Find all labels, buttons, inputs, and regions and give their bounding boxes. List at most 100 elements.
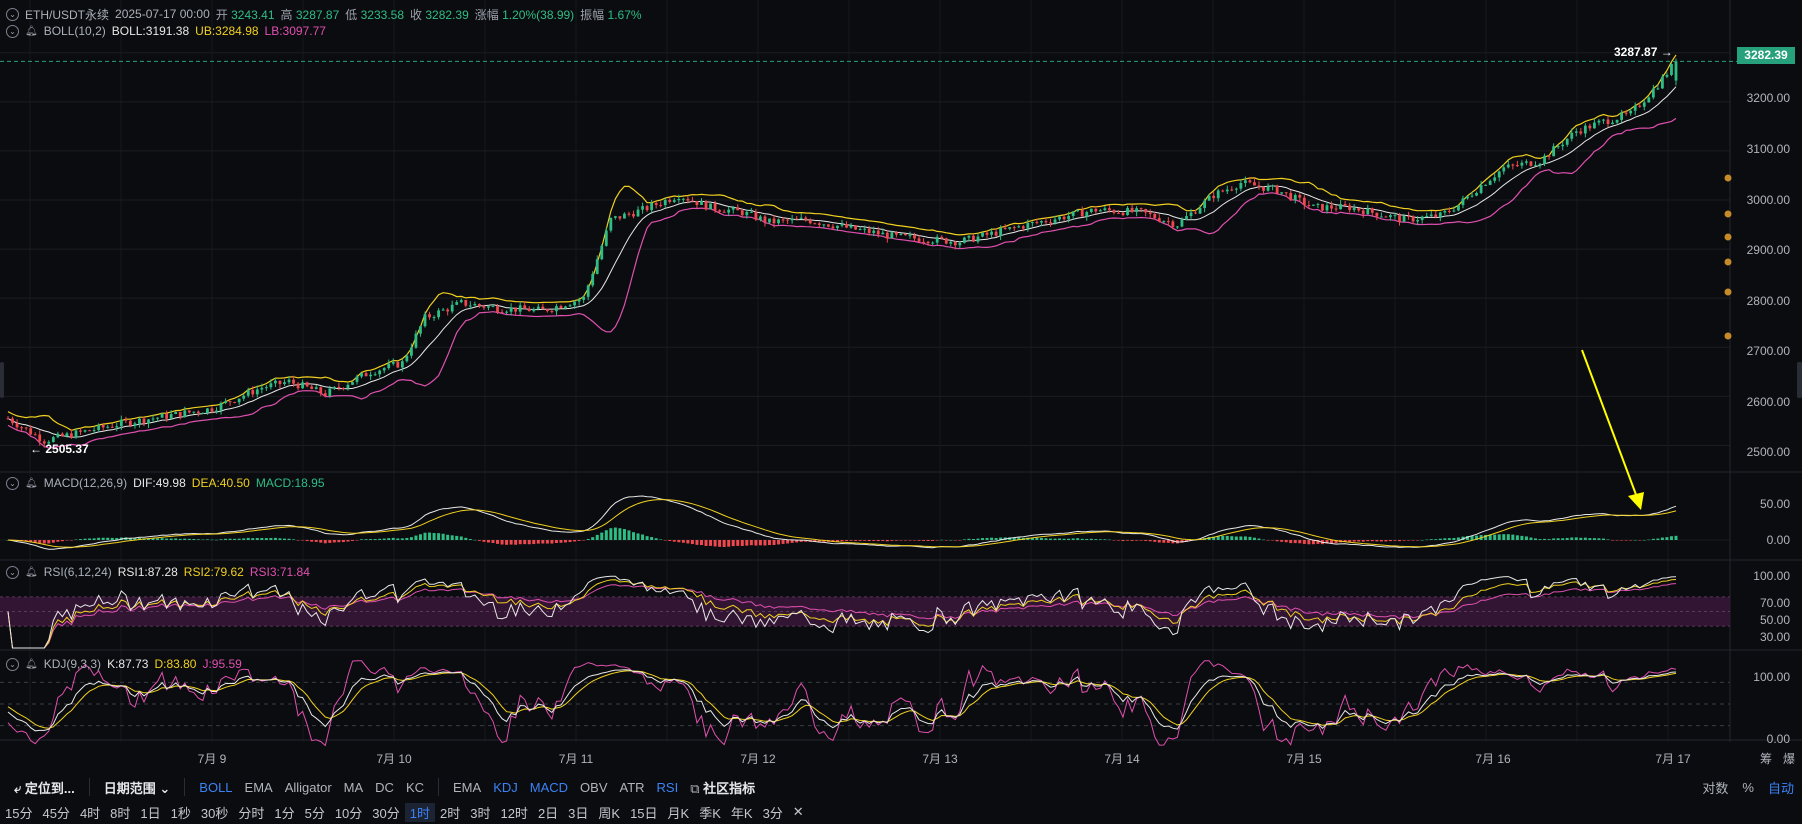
chart-canvas[interactable] [0,0,1802,770]
timeframe-7[interactable]: 分时 [238,805,265,821]
macd-histogram-bar [233,538,237,540]
chips-label[interactable]: 筹 [1759,752,1773,766]
bell-icon[interactable]: 🔔︎ [25,25,38,37]
timeframe-17[interactable]: 3日 [568,805,589,821]
timeframe-16[interactable]: 2日 [537,805,559,821]
macd-histogram-bar [917,540,921,541]
timeframe-13[interactable]: 2时 [440,805,461,821]
indicator-ma[interactable]: MA [343,779,364,795]
candle [763,215,767,227]
candle [1289,189,1293,202]
kdj-k-line [7,669,1677,732]
sub-indicator-obv[interactable]: OBV [580,779,608,795]
candle-body [618,216,622,219]
candle-body [704,200,708,210]
timeframe-4[interactable]: 1日 [140,805,161,821]
percent-scale-toggle[interactable]: % [1742,779,1754,795]
timeframe-12[interactable]: 1时 [404,802,435,822]
date-range-button[interactable]: 日期范围 ⌄ [103,780,171,796]
indicator-alligator[interactable]: Alligator [284,779,332,795]
timeframe-14[interactable]: 3时 [470,805,491,821]
candle-body [863,228,867,230]
candle-body [885,232,889,239]
macd-histogram-bar [618,528,622,540]
timeframe-10[interactable]: 10分 [334,805,363,821]
candle-body [1420,216,1424,221]
timeframe-22[interactable]: 年K [730,805,753,821]
timeframe-21[interactable]: 季K [699,805,721,821]
candle [736,204,740,211]
macd-legend: ⌄ 🔔︎ MACD(12,26,9) DIF:49.98 DEA:40.50 M… [6,475,325,491]
sub-indicator-macd[interactable]: MACD [529,779,569,795]
macd-histogram-bar [1547,539,1551,540]
candle-body [804,217,808,220]
boll-legend: ⌄ 🔔︎ BOLL(10,2) BOLL:3191.38 UB:3284.98 … [6,23,326,39]
candle-body [1289,192,1293,201]
rsi-name[interactable]: RSI(6,12,24) [43,565,112,579]
macd-histogram-bar [582,540,586,541]
indicator-ema[interactable]: EMA [244,779,273,795]
locate-button[interactable]: ⤶ 定位到... [14,780,75,796]
liquidation-label[interactable]: 爆 [1782,752,1796,766]
collapse-chevron-icon[interactable]: ⌄ [6,24,19,38]
order-marker [1724,174,1732,182]
collapse-chevron-icon[interactable]: ⌄ [6,657,19,671]
timeframe-23[interactable]: 3分 [762,805,783,821]
candle [613,215,617,220]
macd-name[interactable]: MACD(12,26,9) [43,476,128,490]
rsi1-value: RSI1:87.28 [117,565,178,579]
auto-scale-toggle[interactable]: 自动 [1767,780,1794,796]
candle [713,200,717,213]
timeframe-8[interactable]: 1分 [274,805,295,821]
candle [641,202,644,214]
bell-icon[interactable]: 🔔︎ [25,477,38,489]
log-scale-toggle[interactable]: 对数 [1702,780,1729,796]
candle [967,235,971,242]
candle [990,228,993,238]
timeframe-5[interactable]: 1秒 [170,805,191,821]
candle [772,214,776,228]
sub-indicator-kdj[interactable]: KDJ [493,779,518,795]
candle-body [450,304,454,312]
timeframe-15[interactable]: 12时 [500,805,528,821]
bell-icon[interactable]: 🔔︎ [25,566,38,578]
timeframe-18[interactable]: 周K [598,805,621,821]
sub-indicator-atr[interactable]: ATR [619,779,645,795]
timeframe-0[interactable]: 15分 [5,805,33,821]
timeframe-20[interactable]: 月K [667,805,690,821]
candle-body [1488,180,1492,185]
sub-indicator-ema[interactable]: EMA [453,779,482,795]
time-axis-label: 7月 11 [558,752,594,766]
indicator-dc[interactable]: DC [375,779,394,795]
candle-body [215,410,218,412]
timeframe-9[interactable]: 5分 [304,805,325,821]
timeframe-2[interactable]: 4时 [79,805,101,821]
community-indicators-button[interactable]: ⧉ 社区指标 [684,778,761,797]
timeframe-6[interactable]: 30秒 [200,805,229,821]
candle [972,233,975,243]
candle [346,383,350,391]
candle-body [790,218,794,221]
candle-body [346,384,350,389]
collapse-chevron-icon[interactable]: ⌄ [6,476,19,490]
candle [1026,219,1030,232]
sub-indicator-rsi[interactable]: RSI [656,779,679,795]
timeframe-3[interactable]: 8时 [110,805,131,821]
macd-histogram-bar [382,538,386,540]
indicator-boll[interactable]: BOLL [199,779,233,795]
collapse-chevron-icon[interactable]: ⌄ [6,565,19,579]
candle [1103,206,1107,212]
timeframe-19[interactable]: 15日 [630,805,658,821]
kdj-name[interactable]: KDJ(9,3,3) [43,657,102,671]
indicator-kc[interactable]: KC [405,779,425,795]
candle [1216,188,1220,202]
candle [849,222,853,229]
collapse-chevron-icon[interactable]: ⌄ [6,7,19,21]
boll-name[interactable]: BOLL(10,2) [43,24,106,38]
bell-icon[interactable]: 🔔︎ [25,658,38,670]
candle-body [1284,192,1288,194]
close-icon[interactable]: ✕ [792,804,804,819]
timeframe-11[interactable]: 30分 [372,805,400,821]
candle-body [677,198,681,201]
timeframe-1[interactable]: 45分 [42,805,70,821]
